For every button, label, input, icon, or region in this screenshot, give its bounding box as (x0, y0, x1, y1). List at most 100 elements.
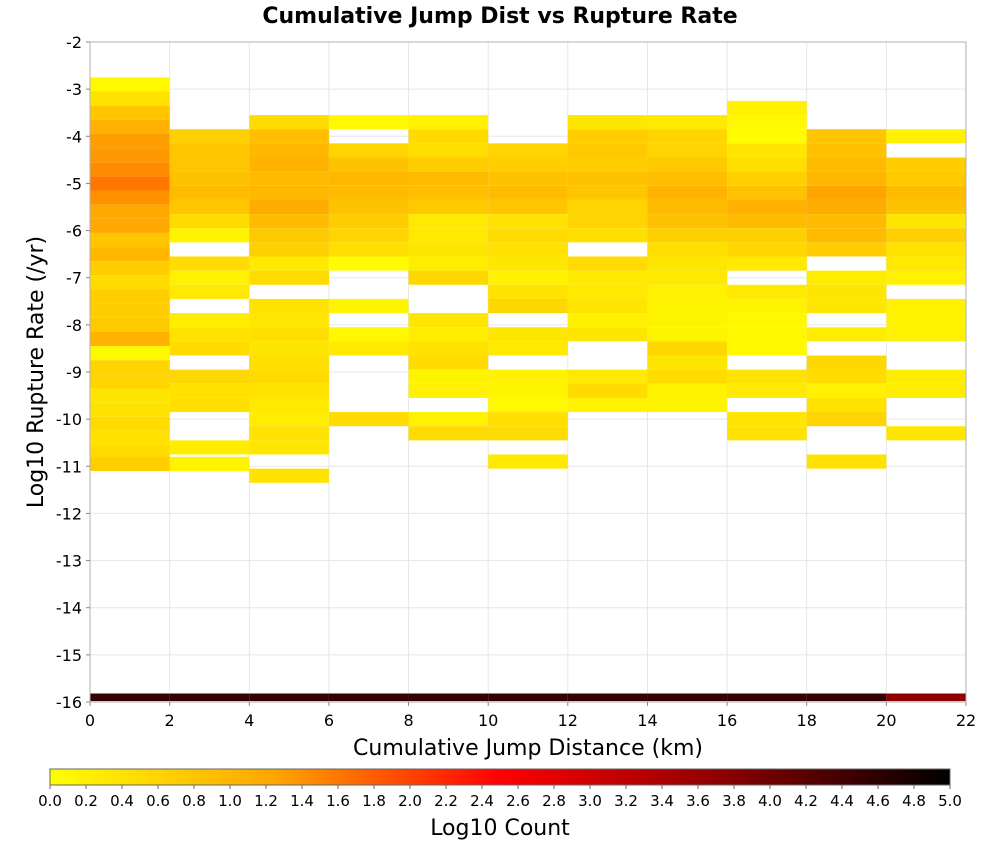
heatmap-cell (249, 185, 329, 200)
heatmap-cell (488, 284, 568, 299)
heatmap-cell (727, 185, 807, 200)
heatmap-cell (806, 284, 887, 299)
heatmap-cell (647, 284, 728, 299)
heatmap-cell (249, 143, 329, 158)
heatmap-cell (886, 242, 966, 257)
y-tick-label: -6 (66, 222, 82, 241)
heatmap-cell (90, 445, 170, 460)
heatmap-cell (806, 454, 887, 469)
heatmap-cell (727, 214, 807, 229)
heatmap-cell (169, 157, 250, 172)
y-tick-label: -2 (66, 33, 82, 52)
heatmap-cell (806, 129, 887, 144)
heatmap-cell (90, 119, 170, 134)
heatmap-cell (727, 199, 807, 215)
heatmap-cell (169, 171, 250, 186)
heatmap-cell (408, 369, 489, 384)
heatmap-cell (727, 115, 807, 130)
heatmap-cell (806, 397, 887, 413)
colorbar-tick-label: 3.4 (650, 792, 674, 810)
heatmap-cell (90, 456, 170, 471)
heatmap-cell (408, 214, 489, 229)
heatmap-cell (90, 218, 170, 233)
heatmap-cell (727, 383, 807, 398)
colorbar-tick-label: 1.6 (326, 792, 350, 810)
heatmap-cell (727, 327, 807, 342)
heatmap-cell (328, 412, 409, 427)
heatmap-cell (647, 355, 728, 370)
heatmap-cell (886, 693, 966, 702)
heatmap-cell (169, 383, 250, 398)
heatmap-cell (249, 327, 329, 342)
heatmap-cell (328, 298, 409, 314)
heatmap-cell (488, 171, 568, 186)
heatmap-cell (727, 171, 807, 186)
heatmap-cell (249, 199, 329, 215)
heatmap-cell (408, 185, 489, 200)
heatmap-cell (249, 242, 329, 257)
heatmap-cell (647, 115, 728, 130)
heatmap-cell (727, 298, 807, 314)
heatmap-cell (488, 242, 568, 257)
colorbar (49, 768, 951, 786)
heatmap-cell (169, 199, 250, 215)
heatmap-cell (488, 185, 568, 200)
heatmap-cell (249, 369, 329, 384)
heatmap-cell (408, 199, 489, 215)
heatmap-cell (567, 185, 648, 200)
heatmap-cell (647, 185, 728, 200)
heatmap-cell (90, 204, 170, 219)
colorbar-tick-label: 0.8 (182, 792, 206, 810)
x-tick-label: 22 (956, 711, 976, 730)
colorbar-tick-label: 1.4 (290, 792, 314, 810)
x-tick-label: 20 (876, 711, 896, 730)
y-tick-label: -13 (56, 552, 82, 571)
heatmap-cell (567, 270, 648, 285)
heatmap-cell (408, 341, 489, 356)
colorbar-tick-label: 3.6 (686, 792, 710, 810)
heatmap-cell (249, 214, 329, 229)
x-tick-label: 16 (717, 711, 737, 730)
heatmap-cell (169, 327, 250, 342)
heatmap-cell (408, 693, 489, 702)
heatmap-cell (567, 313, 648, 328)
heatmap-cell (567, 284, 648, 299)
colorbar-tick-label: 2.2 (434, 792, 458, 810)
heatmap-cell (169, 693, 250, 702)
heatmap-cell (488, 341, 568, 356)
heatmap-cell (90, 402, 170, 417)
heatmap-cell (249, 256, 329, 271)
heatmap-cell (727, 313, 807, 328)
heatmap-cell (408, 412, 489, 427)
heatmap-cell (249, 693, 329, 702)
heatmap-cell (249, 383, 329, 398)
heatmap-cell (488, 298, 568, 314)
heatmap-cell (169, 341, 250, 356)
heatmap-cell (727, 412, 807, 427)
colorbar-tick-label: 4.0 (758, 792, 782, 810)
heatmap-cell (249, 440, 329, 455)
x-tick-label: 12 (558, 711, 578, 730)
chart-title: Cumulative Jump Dist vs Rupture Rate (262, 4, 737, 29)
colorbar-tick-label: 2.0 (398, 792, 422, 810)
heatmap-cell (249, 270, 329, 285)
heatmap-cell (90, 261, 170, 276)
heatmap-cell (408, 129, 489, 144)
colorbar-tick-label: 4.8 (902, 792, 926, 810)
heatmap-cell (408, 228, 489, 243)
heatmap-cell (169, 228, 250, 243)
heatmap-cell (249, 171, 329, 186)
heatmap-cell (806, 298, 887, 314)
heatmap-cell (647, 199, 728, 215)
heatmap-cell (90, 693, 170, 702)
heatmap-cell (806, 412, 887, 427)
heatmap-cell (328, 157, 409, 172)
heatmap-cell (328, 242, 409, 257)
heatmap-cell (249, 412, 329, 427)
colorbar-tick-label: 3.8 (722, 792, 746, 810)
heatmap-cell (567, 327, 648, 342)
heatmap-cell (408, 157, 489, 172)
y-tick-label: -11 (56, 457, 82, 476)
y-tick-label: -15 (56, 646, 82, 665)
heatmap-cell (806, 242, 887, 257)
